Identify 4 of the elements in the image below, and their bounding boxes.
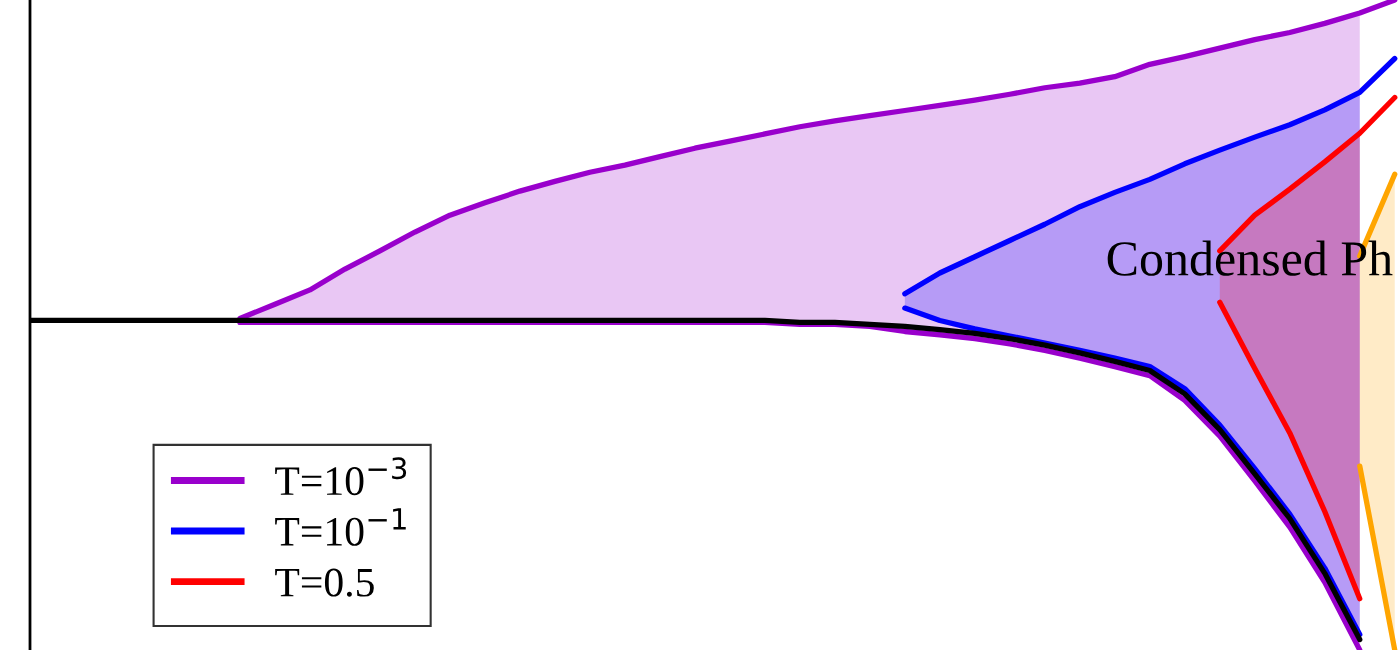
annotation: Condensed Ph	[1107, 240, 1393, 276]
legend-label: T=10$^{−3}$	[275, 457, 407, 496]
legend-label: T=10$^{−1}$	[275, 508, 406, 546]
legend-label: T=0.5	[275, 568, 374, 597]
